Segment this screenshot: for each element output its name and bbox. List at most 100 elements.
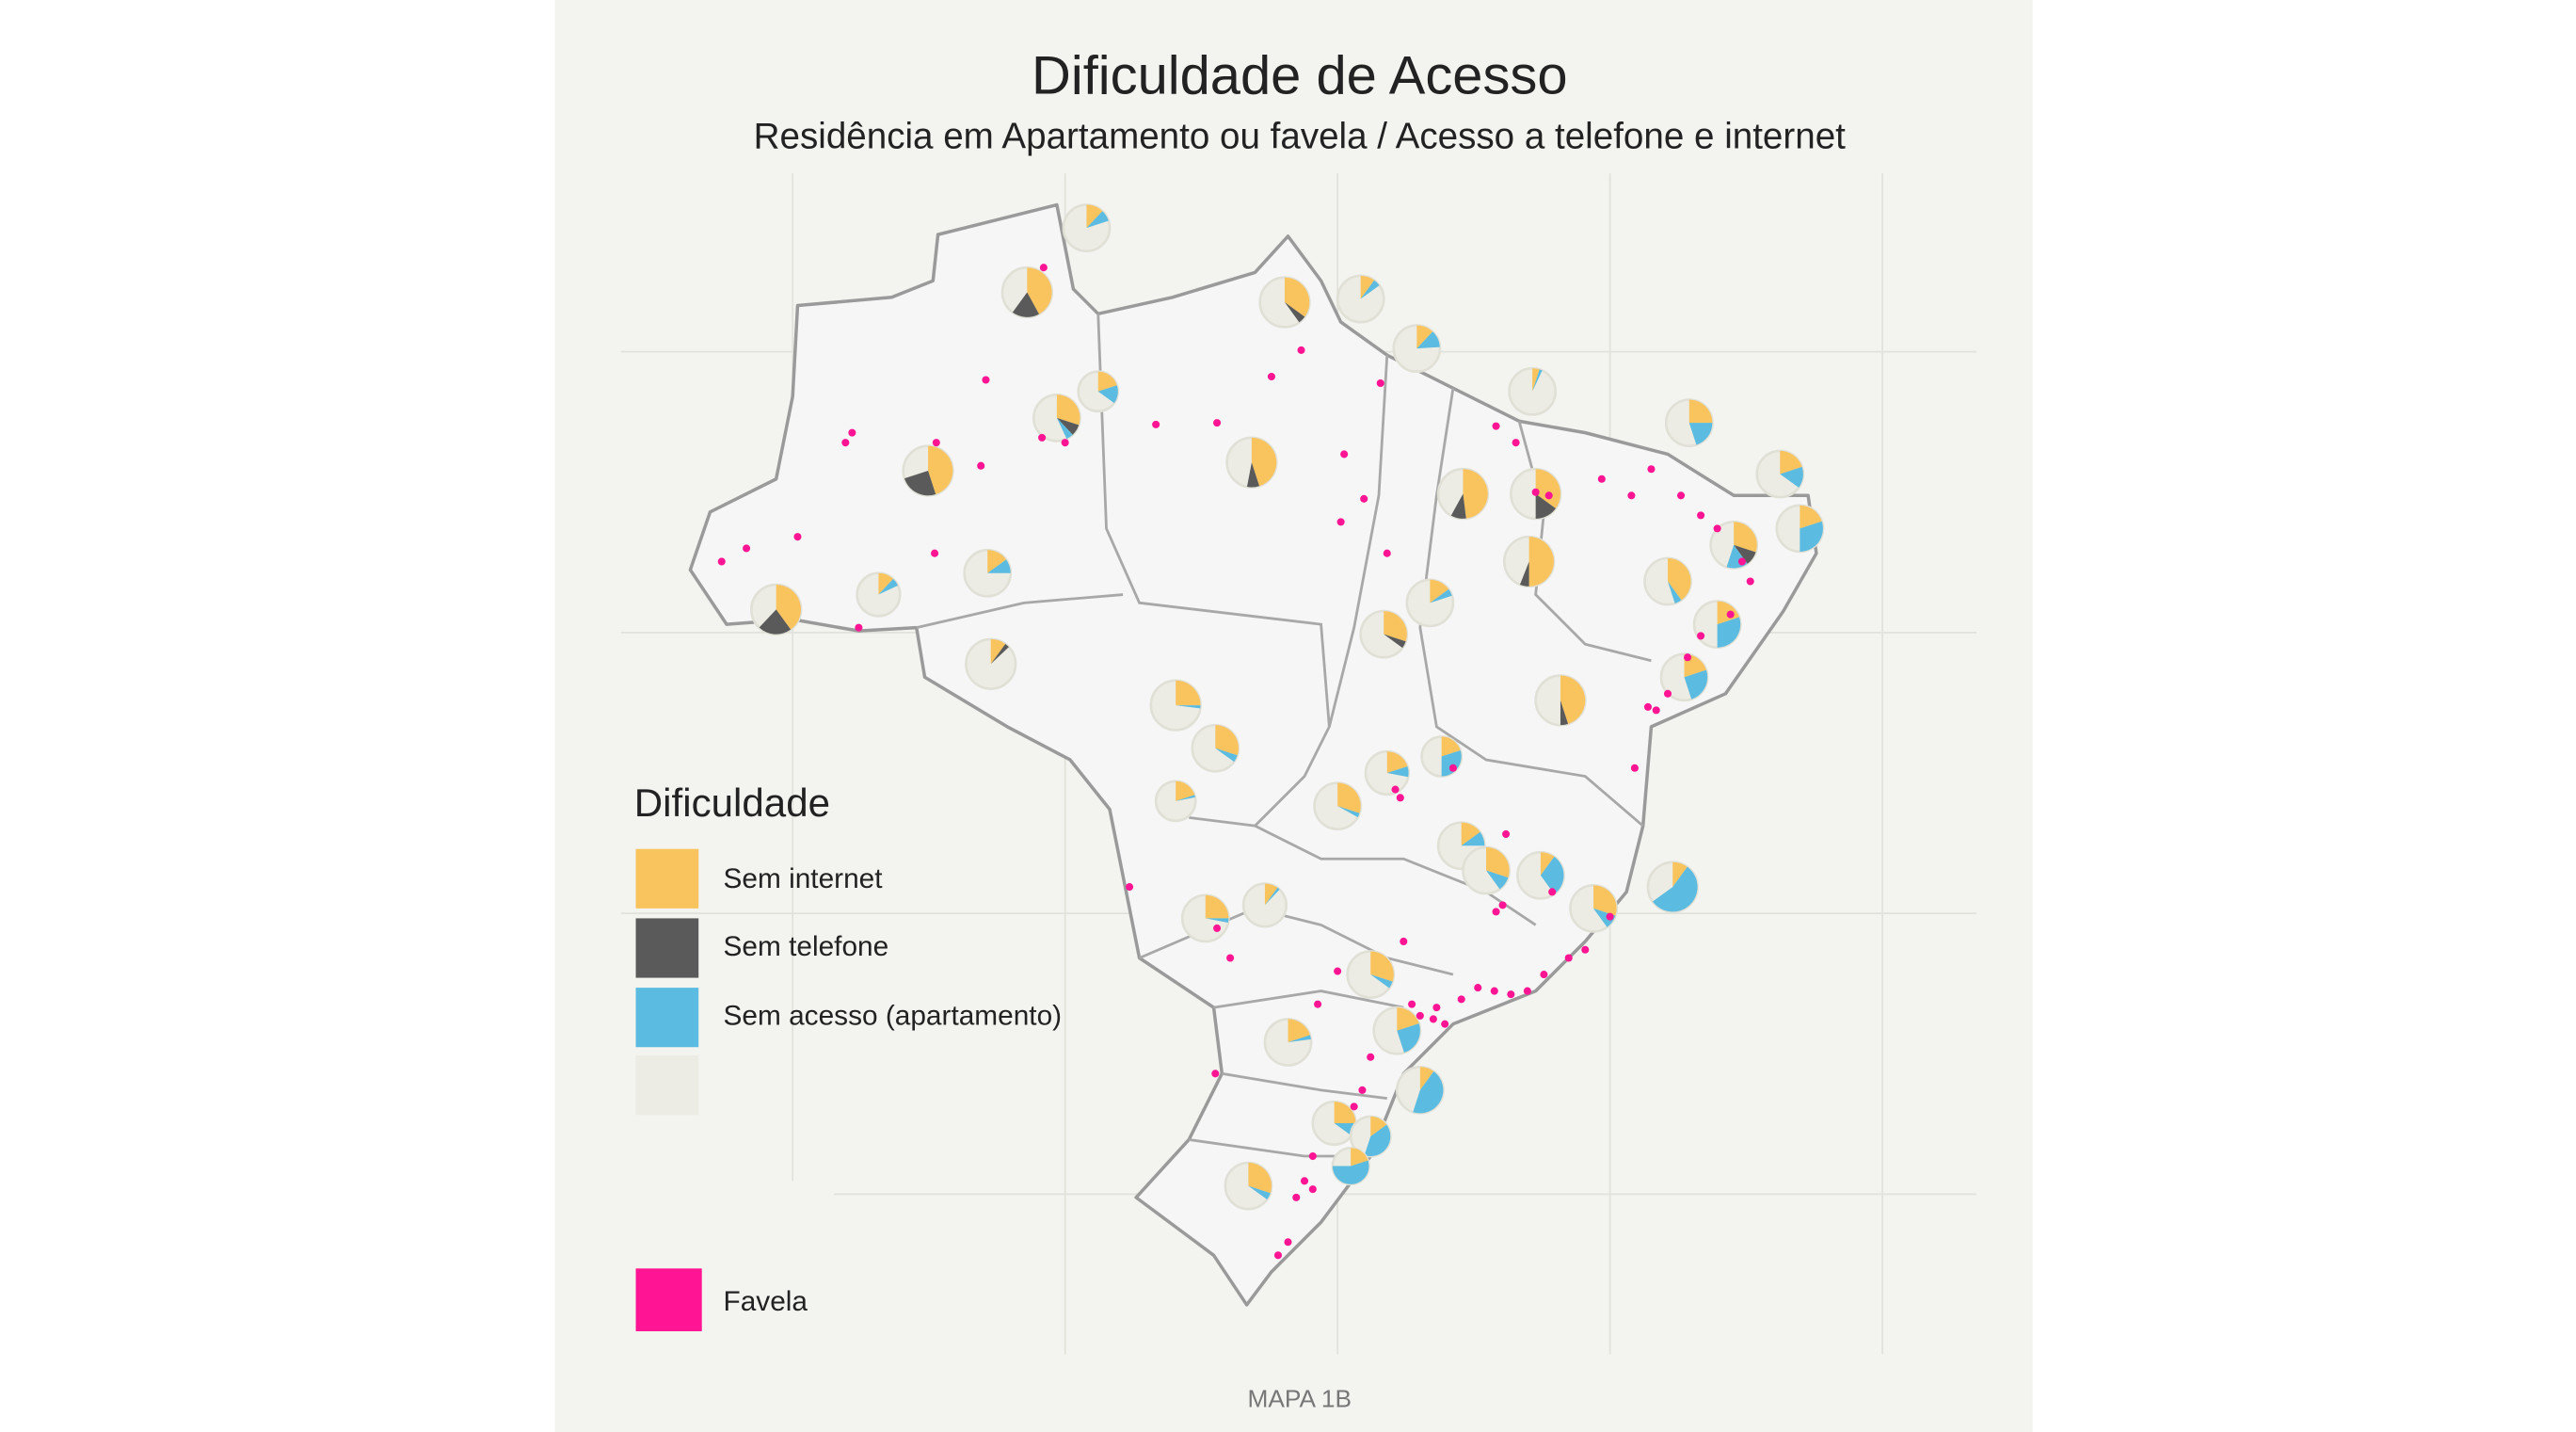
pie xyxy=(1346,950,1396,999)
pie xyxy=(1349,1115,1392,1158)
pie-slice xyxy=(1672,861,1688,888)
pie-slice xyxy=(1560,700,1569,726)
favela-dot xyxy=(1350,1102,1358,1111)
favela-dot xyxy=(977,461,985,470)
pie-slice xyxy=(1337,806,1360,817)
legend-swatch xyxy=(635,848,699,909)
pie-slice xyxy=(1205,894,1229,919)
favela-dot xyxy=(931,549,939,557)
pie xyxy=(963,548,1013,598)
pie xyxy=(1755,449,1805,499)
pie xyxy=(1372,1006,1422,1055)
legend-swatch xyxy=(635,1268,702,1331)
pie-slice xyxy=(990,643,1009,665)
pie-slice xyxy=(1532,368,1540,392)
pie-slice xyxy=(1176,780,1195,801)
pie-slice xyxy=(1086,204,1103,229)
pie-slice xyxy=(1264,887,1280,906)
favela-dot xyxy=(1213,924,1222,932)
favela-dot xyxy=(1416,1011,1424,1020)
legend-title: Dificuldade xyxy=(634,780,830,825)
favela-dot xyxy=(1647,465,1656,474)
pie-slice xyxy=(1780,450,1802,475)
favela-dot xyxy=(855,623,863,632)
favela-dot xyxy=(1457,995,1465,1004)
pie-slice xyxy=(1360,275,1375,299)
pie-slice xyxy=(990,638,1006,665)
favela-dot xyxy=(1400,937,1408,946)
favela-dot xyxy=(1676,491,1686,500)
pie xyxy=(1664,398,1714,447)
favela-dot xyxy=(1697,632,1705,640)
favela-dot xyxy=(1360,494,1368,503)
pie xyxy=(965,637,1017,690)
pie xyxy=(1709,521,1759,570)
favela-dot xyxy=(1126,883,1134,892)
favela-dot xyxy=(841,439,850,447)
legend-label: Sem acesso (apartamento) xyxy=(724,1001,1063,1032)
pie-slice xyxy=(1486,870,1509,890)
pie-slice xyxy=(1027,267,1052,314)
pie-slice xyxy=(1205,918,1229,924)
pie xyxy=(1436,467,1490,521)
pie-slice xyxy=(1419,1067,1434,1090)
favela-dot xyxy=(717,557,726,566)
pie xyxy=(1503,535,1556,588)
pie xyxy=(1392,324,1442,374)
pie-slice xyxy=(776,585,801,630)
favela-dot xyxy=(1432,1004,1441,1012)
pie-slice xyxy=(1535,469,1560,509)
pie-slice xyxy=(1284,302,1305,323)
pie-slice xyxy=(904,470,936,496)
pie-slice xyxy=(1351,1148,1368,1167)
favela-dot xyxy=(1284,1238,1292,1247)
favela-dot xyxy=(1213,419,1222,427)
favela-dot xyxy=(793,533,802,541)
favela-dot xyxy=(1367,1053,1375,1061)
legend-label: Sem internet xyxy=(724,863,884,894)
pie-slice xyxy=(1461,831,1485,846)
favela-dot xyxy=(1383,549,1391,557)
pie xyxy=(1775,504,1825,554)
pie-slice xyxy=(1593,885,1617,916)
pie-slice xyxy=(1528,537,1554,587)
favela-dot xyxy=(1301,1177,1309,1185)
favela-dot xyxy=(1441,1020,1449,1028)
pie xyxy=(1311,1100,1357,1147)
pie-slice xyxy=(1360,280,1380,299)
pie xyxy=(1534,674,1587,727)
pie xyxy=(1241,882,1288,928)
subtitle: Residência em Apartamento ou favela / Ac… xyxy=(754,117,1846,157)
favela-dot xyxy=(1267,372,1275,381)
pie-slice xyxy=(1097,371,1117,392)
favela-dot xyxy=(1606,912,1614,921)
pie xyxy=(856,571,902,618)
pie xyxy=(1646,861,1699,913)
pie-slice xyxy=(1734,522,1757,553)
pie-slice xyxy=(1560,675,1586,724)
pie xyxy=(1364,749,1410,796)
pie xyxy=(1000,265,1053,319)
pie xyxy=(902,444,954,497)
pie-slice xyxy=(1593,908,1616,927)
pie xyxy=(1180,893,1230,943)
pie-slice xyxy=(1684,669,1708,700)
pie-slice xyxy=(1441,736,1461,757)
pie-slice xyxy=(1386,751,1408,774)
pie-slice xyxy=(1486,846,1510,878)
favela-dot xyxy=(1643,702,1652,711)
favela-dot xyxy=(1597,475,1606,483)
favela-dots xyxy=(717,264,1754,1260)
favela-dot xyxy=(1492,422,1500,430)
favela-dot xyxy=(1713,524,1721,533)
pie-slice xyxy=(1430,579,1449,603)
favela-dot xyxy=(1474,984,1482,992)
favela-dot xyxy=(1308,1151,1317,1161)
favela-dot xyxy=(1540,971,1548,979)
favela-dot xyxy=(1314,1000,1322,1008)
favela-dot xyxy=(1548,888,1557,896)
favela-dot xyxy=(1292,1193,1301,1201)
pie xyxy=(1643,556,1692,606)
favela-dot xyxy=(1737,557,1746,566)
pie-slice xyxy=(1332,1160,1369,1184)
